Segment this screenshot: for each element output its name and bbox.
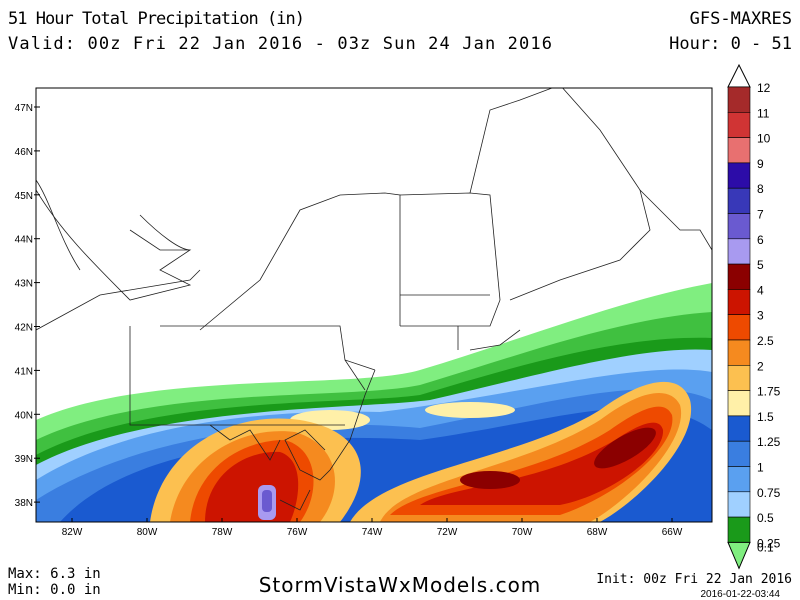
map-frame bbox=[35, 87, 713, 523]
colorbar-label: 9 bbox=[757, 157, 764, 171]
colorbar-label: 0.25 bbox=[757, 536, 781, 550]
lon-label: 66W bbox=[662, 527, 683, 538]
lat-label: 47N bbox=[15, 103, 33, 114]
lat-label: 39N bbox=[15, 454, 33, 465]
colorbar-label: 1.25 bbox=[757, 435, 781, 449]
colorbar-label: 2 bbox=[757, 359, 764, 373]
colorbar-box bbox=[727, 516, 751, 543]
colorbar-label: 1 bbox=[757, 461, 764, 475]
lat-label-bg bbox=[8, 187, 34, 201]
min-value: Min: 0.0 in bbox=[8, 582, 101, 598]
lat-label: 46N bbox=[15, 147, 33, 158]
colorbar-box bbox=[727, 390, 751, 417]
colorbar-arrow-bottom bbox=[727, 541, 751, 570]
lat-label: 40N bbox=[15, 410, 33, 421]
model: GFS-MAXRES bbox=[690, 9, 792, 29]
max-value: Max: 6.3 in bbox=[8, 566, 101, 582]
colorbar-label: 10 bbox=[757, 132, 771, 146]
valid-range: Valid: 00z Fri 22 Jan 2016 - 03z Sun 24 … bbox=[8, 34, 552, 54]
lon-label: 76W bbox=[287, 527, 308, 538]
colorbar-label: 5 bbox=[757, 258, 764, 272]
colorbar-box bbox=[727, 238, 751, 265]
colorbar-box bbox=[727, 491, 751, 518]
lat-label-bg bbox=[8, 451, 34, 465]
colorbar-label: 1.75 bbox=[757, 385, 781, 399]
colorbar-box bbox=[727, 137, 751, 164]
colorbar-label: 4 bbox=[757, 283, 764, 297]
lat-label-bg bbox=[8, 231, 34, 245]
forecast-hours: Hour: 0 - 51 bbox=[669, 34, 792, 54]
colorbar-box bbox=[727, 364, 751, 391]
precipitation bbox=[36, 283, 712, 522]
colorbar-label: 8 bbox=[757, 182, 764, 196]
lat-label-bg bbox=[8, 100, 34, 113]
lon-label: 80W bbox=[137, 527, 158, 538]
colorbar-box bbox=[727, 314, 751, 341]
lon-label: 70W bbox=[512, 527, 533, 538]
colorbar-label: 3 bbox=[757, 309, 764, 323]
lon-label: 74W bbox=[362, 527, 383, 538]
colorbar-box bbox=[727, 162, 751, 189]
colorbar-label: 2.5 bbox=[757, 334, 774, 348]
colorbar-box bbox=[727, 213, 751, 240]
lat-label: 43N bbox=[15, 279, 33, 290]
colorbar-label: 11 bbox=[757, 106, 770, 120]
colorbar-box bbox=[727, 440, 751, 467]
lat-label: 41N bbox=[15, 366, 33, 377]
colorbar-label: 0.5 bbox=[757, 511, 774, 525]
lon-label: 68W bbox=[587, 527, 608, 538]
lat-label-bg bbox=[8, 143, 34, 157]
lat-label: 45N bbox=[15, 191, 33, 202]
colorbar-label: 7 bbox=[757, 208, 764, 222]
colorbar-label: 0.75 bbox=[757, 486, 781, 500]
colorbar-label: 6 bbox=[757, 233, 764, 247]
colorbar-box bbox=[727, 415, 751, 442]
lon-label: 78W bbox=[212, 527, 233, 538]
map bbox=[35, 87, 713, 523]
colorbar-box bbox=[727, 263, 751, 290]
timestamp: 2016-01-22-03:44 bbox=[700, 589, 780, 600]
boundaries bbox=[36, 88, 712, 511]
colorbar-label: 0.1 bbox=[757, 540, 774, 554]
colorbar-box bbox=[727, 466, 751, 493]
colorbar-box bbox=[727, 86, 751, 113]
lon-label: 82W bbox=[62, 527, 83, 538]
colorbar-label: 12 bbox=[757, 81, 771, 95]
colorbar-box bbox=[727, 187, 751, 214]
lat-label-bg bbox=[8, 275, 34, 289]
lat-label: 38N bbox=[15, 498, 33, 509]
title: 51 Hour Total Precipitation (in) bbox=[8, 9, 305, 29]
lat-label-bg bbox=[8, 407, 34, 421]
lon-label: 72W bbox=[437, 527, 458, 538]
colorbar-box bbox=[727, 339, 751, 366]
site: StormVistaWxModels.com bbox=[259, 573, 542, 597]
colorbar-box bbox=[727, 112, 751, 138]
lat-label-bg bbox=[8, 495, 34, 509]
colorbar-box bbox=[727, 289, 751, 315]
lat-label: 42N bbox=[15, 323, 33, 334]
init-time: Init: 00z Fri 22 Jan 2016 bbox=[596, 572, 792, 587]
lat-label-bg bbox=[8, 363, 34, 377]
colorbar-label: 1.5 bbox=[757, 410, 774, 424]
lat-label-bg bbox=[8, 319, 34, 333]
lat-label: 44N bbox=[15, 235, 33, 246]
colorbar-arrow-top bbox=[727, 63, 751, 88]
